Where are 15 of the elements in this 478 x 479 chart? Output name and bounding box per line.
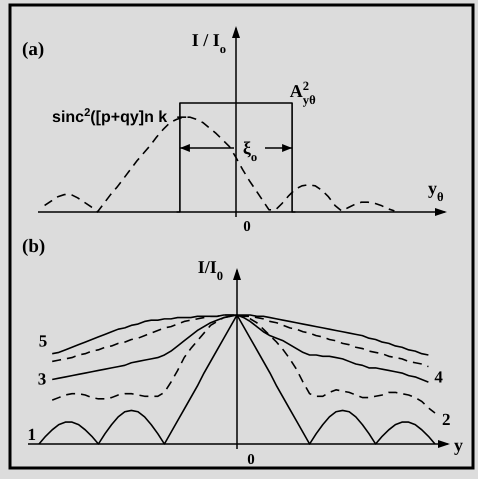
series-label: 2 [442, 410, 450, 430]
series-label: 1 [28, 425, 36, 444]
text: 0 [243, 219, 251, 235]
text: 0 [247, 452, 255, 468]
series-label: 4 [434, 368, 444, 387]
series-label: 3 [38, 370, 46, 388]
chart-title: (b) [22, 236, 46, 257]
chart-title: (a) [22, 39, 44, 60]
y-axis-title: I / I$_{o}$ [192, 30, 226, 56]
x-axis-title: y [454, 435, 463, 455]
legend-label: sinc$^{2}$([p+qy]n k [52, 107, 168, 126]
y-axis-title: I/I$_{0}$ [198, 257, 223, 283]
x-axis-title: y$_{θ}$ [428, 178, 444, 204]
annotation: ξ$_{o}$ [242, 138, 258, 164]
series-label: 5 [38, 332, 48, 351]
